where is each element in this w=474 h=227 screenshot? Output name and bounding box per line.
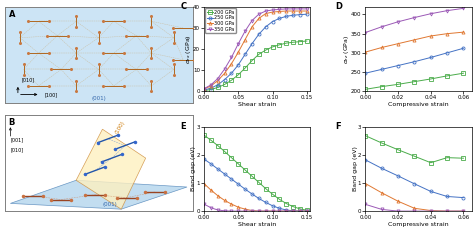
- 200 GPa: [208, 88, 214, 91]
- 350 GPa: [236, 42, 241, 45]
- Line: 350 GPa: 350 GPa: [202, 7, 308, 90]
- 350 GPa: [297, 7, 303, 10]
- Polygon shape: [10, 180, 187, 209]
- 300 GPa: [222, 72, 228, 75]
- 350 GPa: [283, 7, 289, 10]
- 300 GPa: [276, 10, 282, 13]
- Polygon shape: [76, 129, 146, 209]
- 250 GPa: [276, 17, 282, 20]
- 350 GPa: [242, 30, 248, 32]
- 350 GPa: [249, 19, 255, 22]
- 300 GPa: [236, 51, 241, 54]
- 250 GPa: [256, 33, 262, 36]
- Y-axis label: Band gap (eV): Band gap (eV): [191, 146, 196, 191]
- Text: (001): (001): [91, 96, 106, 101]
- 350 GPa: [290, 7, 296, 10]
- 200 GPa: [270, 46, 275, 48]
- 200 GPa: [249, 59, 255, 62]
- Text: B: B: [9, 118, 15, 127]
- 250 GPa: [270, 20, 275, 23]
- 300 GPa: [228, 62, 234, 65]
- 300 GPa: [304, 10, 310, 12]
- 250 GPa: [249, 42, 255, 45]
- Text: [100]: [100]: [44, 92, 57, 97]
- 300 GPa: [297, 10, 303, 12]
- 200 GPa: [201, 89, 207, 92]
- Text: A: A: [9, 10, 15, 19]
- 350 GPa: [270, 9, 275, 11]
- 200 GPa: [283, 42, 289, 44]
- Text: [010]: [010]: [10, 147, 24, 152]
- 200 GPa: [276, 43, 282, 46]
- 350 GPa: [208, 84, 214, 86]
- 300 GPa: [270, 11, 275, 13]
- 200 GPa: [290, 41, 296, 44]
- 350 GPa: [228, 56, 234, 59]
- Line: 200 GPa: 200 GPa: [202, 39, 308, 92]
- Text: E: E: [181, 122, 186, 131]
- 200 GPa: [297, 40, 303, 43]
- Line: 250 GPa: 250 GPa: [202, 13, 308, 92]
- 200 GPa: [215, 86, 220, 89]
- X-axis label: Compressive strain: Compressive strain: [388, 102, 449, 107]
- Text: (100): (100): [114, 120, 126, 135]
- Text: [001]: [001]: [10, 138, 24, 143]
- 200 GPa: [242, 67, 248, 69]
- 250 GPa: [201, 89, 207, 91]
- X-axis label: Shear strain: Shear strain: [238, 102, 276, 107]
- 250 GPa: [263, 25, 269, 28]
- 250 GPa: [236, 64, 241, 66]
- Text: [010]: [010]: [22, 77, 35, 82]
- Text: F: F: [336, 122, 341, 131]
- 350 GPa: [222, 68, 228, 70]
- 300 GPa: [283, 10, 289, 12]
- 250 GPa: [297, 13, 303, 16]
- X-axis label: Shear strain: Shear strain: [238, 222, 276, 227]
- 250 GPa: [290, 14, 296, 17]
- 250 GPa: [304, 13, 310, 16]
- 250 GPa: [215, 84, 220, 86]
- 250 GPa: [283, 15, 289, 18]
- 300 GPa: [242, 38, 248, 41]
- 200 GPa: [236, 73, 241, 76]
- 350 GPa: [215, 77, 220, 80]
- 300 GPa: [201, 88, 207, 91]
- 250 GPa: [208, 87, 214, 89]
- 200 GPa: [304, 40, 310, 42]
- Y-axis label: Band gap (eV): Band gap (eV): [353, 146, 358, 191]
- 300 GPa: [290, 10, 296, 12]
- 300 GPa: [263, 12, 269, 15]
- 250 GPa: [228, 72, 234, 75]
- Legend: 200 GPa, 250 GPa, 300 GPa, 350 GPa: 200 GPa, 250 GPa, 300 GPa, 350 GPa: [206, 8, 236, 33]
- Y-axis label: $\sigma_{zx}$ (GPa): $\sigma_{zx}$ (GPa): [184, 34, 193, 64]
- 200 GPa: [263, 49, 269, 52]
- 300 GPa: [256, 17, 262, 20]
- 200 GPa: [256, 53, 262, 56]
- Text: C: C: [181, 2, 187, 11]
- 200 GPa: [228, 79, 234, 82]
- Y-axis label: $\sigma_{zz}$ (GPa): $\sigma_{zz}$ (GPa): [342, 34, 351, 64]
- X-axis label: Compressive strain: Compressive strain: [388, 222, 449, 227]
- Line: 300 GPa: 300 GPa: [202, 10, 308, 91]
- 200 GPa: [222, 83, 228, 86]
- 350 GPa: [201, 87, 207, 90]
- 300 GPa: [208, 85, 214, 87]
- Text: D: D: [336, 2, 343, 11]
- Text: (001): (001): [102, 202, 117, 207]
- 350 GPa: [263, 10, 269, 12]
- 250 GPa: [242, 53, 248, 56]
- 350 GPa: [256, 13, 262, 16]
- 350 GPa: [276, 8, 282, 11]
- 250 GPa: [222, 78, 228, 81]
- 300 GPa: [215, 79, 220, 82]
- 300 GPa: [249, 25, 255, 28]
- 350 GPa: [304, 7, 310, 10]
